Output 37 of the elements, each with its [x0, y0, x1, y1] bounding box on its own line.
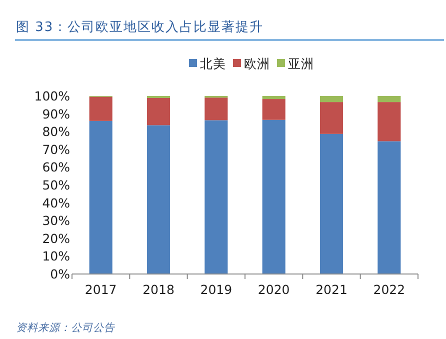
y-tick-label: 100% [34, 88, 70, 104]
text: 资料来源：公司公告 [16, 322, 116, 334]
y-tick-label: 90% [42, 106, 70, 122]
bar [378, 141, 401, 274]
x-tick-label: 2022 [373, 282, 406, 297]
y-tick-label: 10% [42, 248, 70, 264]
bar [378, 96, 401, 102]
legend-label: 亚洲 [288, 56, 314, 71]
bar [320, 96, 344, 102]
legend-label: 北美 [200, 56, 226, 71]
x-tick-label: 2020 [258, 282, 290, 297]
legend-label: 欧洲 [244, 56, 270, 71]
x-tick-label: 2017 [84, 282, 117, 297]
bar [146, 98, 170, 126]
bar [204, 98, 228, 120]
bar [320, 102, 344, 134]
y-tick-label: 60% [42, 160, 70, 175]
x-tick-label: 2021 [316, 282, 348, 297]
y-tick-label: 0% [50, 266, 70, 282]
bar [378, 102, 401, 142]
x-tick-label: 2018 [142, 282, 174, 297]
bar [204, 120, 228, 274]
y-tick-label: 20% [42, 230, 70, 246]
y-tick-label: 30% [42, 213, 70, 228]
y-tick-label: 80% [42, 124, 70, 140]
bar [146, 125, 170, 274]
chart-title: 图 33：公司欧亚地区收入占比显著提升 [16, 20, 264, 35]
bar [89, 96, 112, 121]
bar [262, 120, 286, 274]
bar [262, 96, 286, 100]
y-tick-label: 50% [42, 178, 70, 192]
bar [262, 99, 286, 120]
bar [89, 120, 112, 274]
y-tick-label: 70% [42, 142, 70, 157]
bar [320, 134, 344, 274]
x-tick-label: 2019 [200, 282, 232, 297]
y-tick-label: 40% [42, 195, 70, 210]
